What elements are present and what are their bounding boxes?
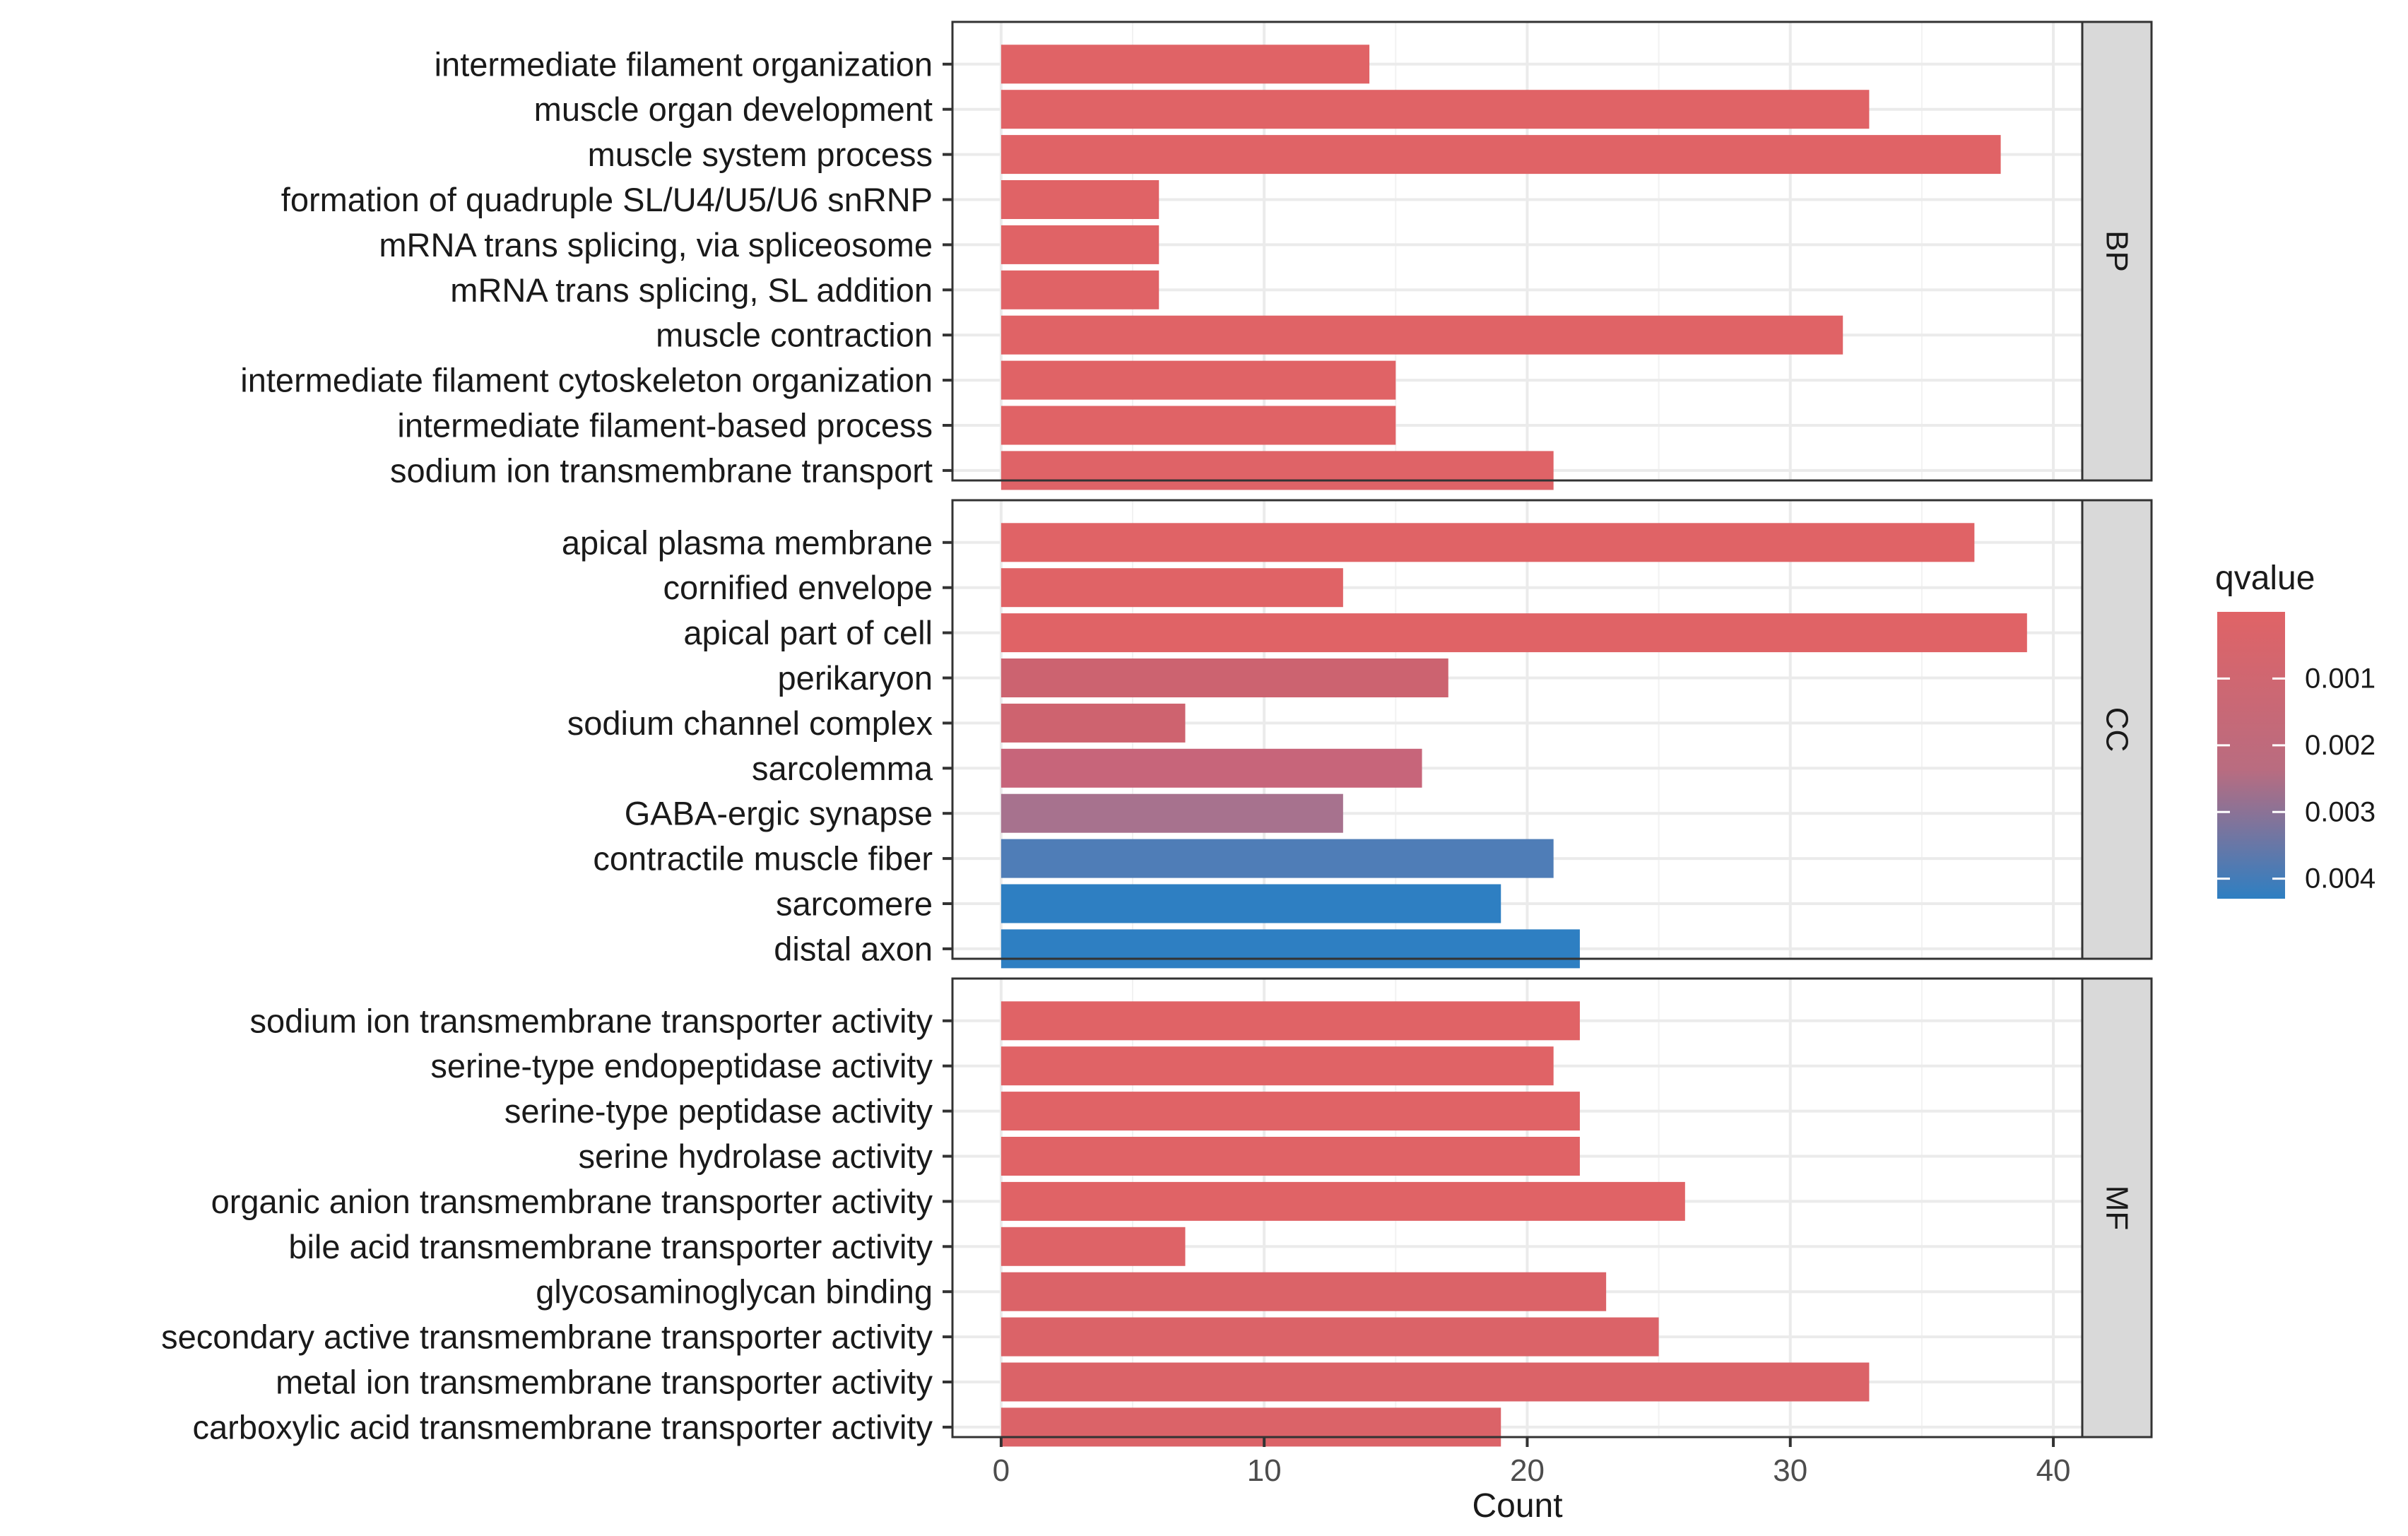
bar — [1001, 1001, 1580, 1041]
y-tick-label: metal ion transmembrane transporter acti… — [276, 1364, 933, 1401]
legend-title: qvalue — [2215, 560, 2315, 597]
bar — [1001, 929, 1580, 969]
y-tick-label: organic anion transmembrane transporter … — [211, 1183, 933, 1220]
bar — [1001, 1407, 1501, 1447]
legend-tick-label: 0.003 — [2305, 796, 2375, 827]
bar — [1001, 523, 1975, 562]
y-tick-label: intermediate filament organization — [435, 45, 933, 83]
y-tick-label: muscle organ development — [534, 90, 933, 128]
bar — [1001, 1046, 1554, 1086]
x-axis-title: Count — [1472, 1487, 1562, 1525]
x-tick-label: 0 — [993, 1453, 1010, 1488]
bar — [1001, 839, 1554, 878]
bar — [1001, 1227, 1186, 1266]
x-tick-label: 20 — [1510, 1453, 1545, 1488]
bar — [1001, 703, 1186, 743]
bar — [1001, 135, 2001, 175]
x-tick-label: 10 — [1247, 1453, 1282, 1488]
bar — [1001, 1362, 1870, 1402]
bar — [1001, 270, 1159, 309]
bar — [1001, 793, 1343, 833]
y-tick-label: glycosaminoglycan binding — [536, 1273, 933, 1311]
bar — [1001, 884, 1501, 923]
y-tick-label: distal axon — [774, 930, 933, 967]
bar — [1001, 1137, 1580, 1176]
bar — [1001, 90, 1870, 129]
bar — [1001, 1272, 1607, 1311]
y-tick-label: sodium ion transmembrane transport — [390, 451, 933, 489]
x-tick-label: 40 — [2036, 1453, 2071, 1488]
legend-tick-label: 0.002 — [2305, 730, 2375, 761]
y-tick-label: serine-type peptidase activity — [504, 1092, 933, 1130]
x-tick-label: 30 — [1773, 1453, 1807, 1488]
y-tick-label: sarcomere — [776, 885, 933, 923]
facet-strip-label: MF — [2100, 1186, 2135, 1231]
bar — [1001, 45, 1370, 84]
y-tick-label: serine-type endopeptidase activity — [430, 1047, 933, 1085]
y-tick-label: secondary active transmembrane transport… — [161, 1318, 933, 1356]
facet-strip-label: CC — [2100, 707, 2135, 752]
y-tick-label: bile acid transmembrane transporter acti… — [288, 1228, 933, 1265]
y-tick-label: sodium ion transmembrane transporter act… — [249, 1002, 933, 1039]
y-tick-label: perikaryon — [778, 659, 933, 697]
facet-strip-label: BP — [2100, 230, 2135, 272]
y-tick-label: serine hydrolase activity — [578, 1138, 933, 1175]
y-tick-label: carboxylic acid transmembrane transporte… — [193, 1408, 933, 1446]
bar — [1001, 315, 1843, 355]
facet-strip-bp — [2081, 20, 2153, 482]
y-tick-label: intermediate filament cytoskeleton organ… — [240, 362, 933, 399]
y-tick-label: sodium channel complex — [567, 704, 933, 742]
bar — [1001, 1092, 1580, 1131]
y-tick-label: sarcolemma — [752, 750, 933, 787]
y-tick-label: cornified envelope — [663, 569, 933, 606]
y-tick-label: GABA-ergic synapse — [625, 795, 933, 832]
legend-tick-label: 0.001 — [2305, 663, 2375, 694]
facet-strip-cc — [2081, 499, 2153, 960]
y-tick-label: muscle system process — [588, 136, 933, 173]
y-tick-label: muscle contraction — [656, 317, 933, 354]
y-tick-label: contractile muscle fiber — [593, 840, 933, 878]
bar — [1001, 658, 1448, 697]
y-tick-label: mRNA trans splicing, SL addition — [450, 271, 933, 309]
y-tick-label: formation of quadruple SL/U4/U5/U6 snRNP — [281, 181, 933, 218]
bar — [1001, 1181, 1685, 1221]
bar — [1001, 1317, 1659, 1357]
legend-colorbar — [2217, 612, 2285, 899]
bar — [1001, 451, 1554, 490]
bar — [1001, 748, 1422, 788]
legend-tick-label: 0.004 — [2305, 863, 2375, 894]
y-tick-label: apical plasma membrane — [562, 524, 933, 561]
bar — [1001, 225, 1159, 264]
bar — [1001, 180, 1159, 219]
y-tick-label: intermediate filament-based process — [397, 407, 933, 444]
bar — [1001, 568, 1343, 608]
bar — [1001, 406, 1396, 445]
bar — [1001, 613, 2027, 653]
y-tick-label: mRNA trans splicing, via spliceosome — [379, 226, 933, 264]
bar — [1001, 360, 1396, 400]
y-tick-label: apical part of cell — [683, 614, 933, 651]
facet-strip-mf — [2081, 977, 2153, 1438]
